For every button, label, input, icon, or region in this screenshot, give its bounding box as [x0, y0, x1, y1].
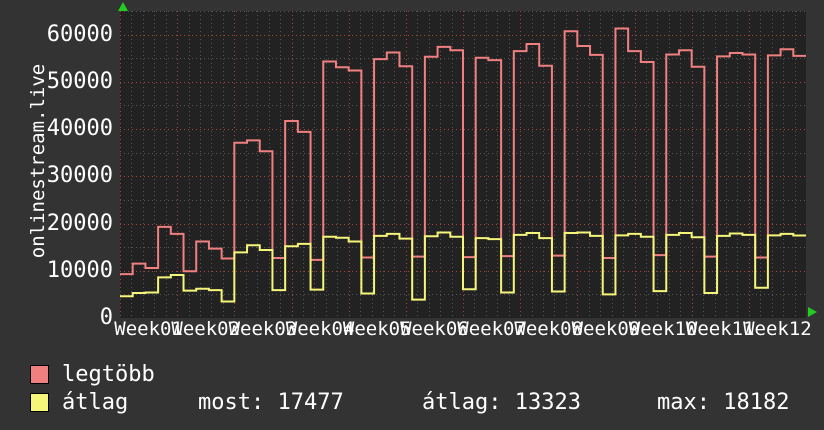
x-tick-label: Week07	[457, 318, 526, 340]
y-tick-label: 60000	[46, 21, 113, 47]
triangle-up-icon	[118, 2, 128, 11]
x-tick-label: Week10	[628, 318, 698, 340]
plot-svg	[120, 11, 806, 318]
y-tick-label: 0	[99, 305, 113, 330]
series-line-legtöbb	[120, 27, 806, 276]
y-axis-tick-labels: 0 10000 20000 30000 40000 50000 60000	[0, 0, 113, 430]
y-tick-label: 10000	[46, 257, 113, 283]
x-tick-label: Week01	[114, 318, 183, 340]
x-tick-label: Week03	[228, 318, 298, 340]
y-tick-label: 50000	[46, 68, 113, 94]
legend-swatch-legtobb	[30, 365, 49, 384]
stat-current: most: 17477	[198, 389, 344, 415]
triangle-right-icon	[808, 307, 817, 317]
legend-label-atlag: átlag	[62, 389, 129, 415]
series-line-átlag	[120, 231, 806, 303]
stat-maximum: max: 18182	[657, 389, 790, 415]
chart-legend: legtöbb átlag most: 17477 átlag: 13323 m…	[30, 361, 824, 426]
x-tick-label: Week06	[400, 318, 469, 340]
y-tick-label: 30000	[46, 163, 113, 189]
x-tick-label: Week05	[342, 318, 412, 340]
series-layer	[120, 27, 806, 303]
x-tick-label: Week11	[685, 318, 755, 340]
stat-average: átlag: 13323	[422, 389, 581, 415]
y-tick-label: 20000	[46, 210, 113, 236]
y-tick-label: 40000	[46, 116, 113, 142]
x-axis-tick-labels: Week01 Week02 Week03 Week04 Week05 Week06 Week…	[114, 318, 811, 344]
x-tick-label: Week09	[571, 318, 641, 340]
legend-swatch-atlag	[30, 393, 49, 412]
x-tick-label: Week08	[514, 318, 584, 340]
x-tick-label: Week02	[171, 318, 241, 340]
legend-label-legtobb: legtöbb	[62, 361, 155, 387]
plot-area[interactable]	[120, 11, 806, 318]
legend-item-legtobb[interactable]: legtöbb	[30, 361, 155, 388]
x-tick-label: Week12	[743, 318, 812, 340]
legend-item-atlag[interactable]: átlag	[30, 389, 128, 416]
x-tick-label: Week04	[285, 318, 355, 340]
